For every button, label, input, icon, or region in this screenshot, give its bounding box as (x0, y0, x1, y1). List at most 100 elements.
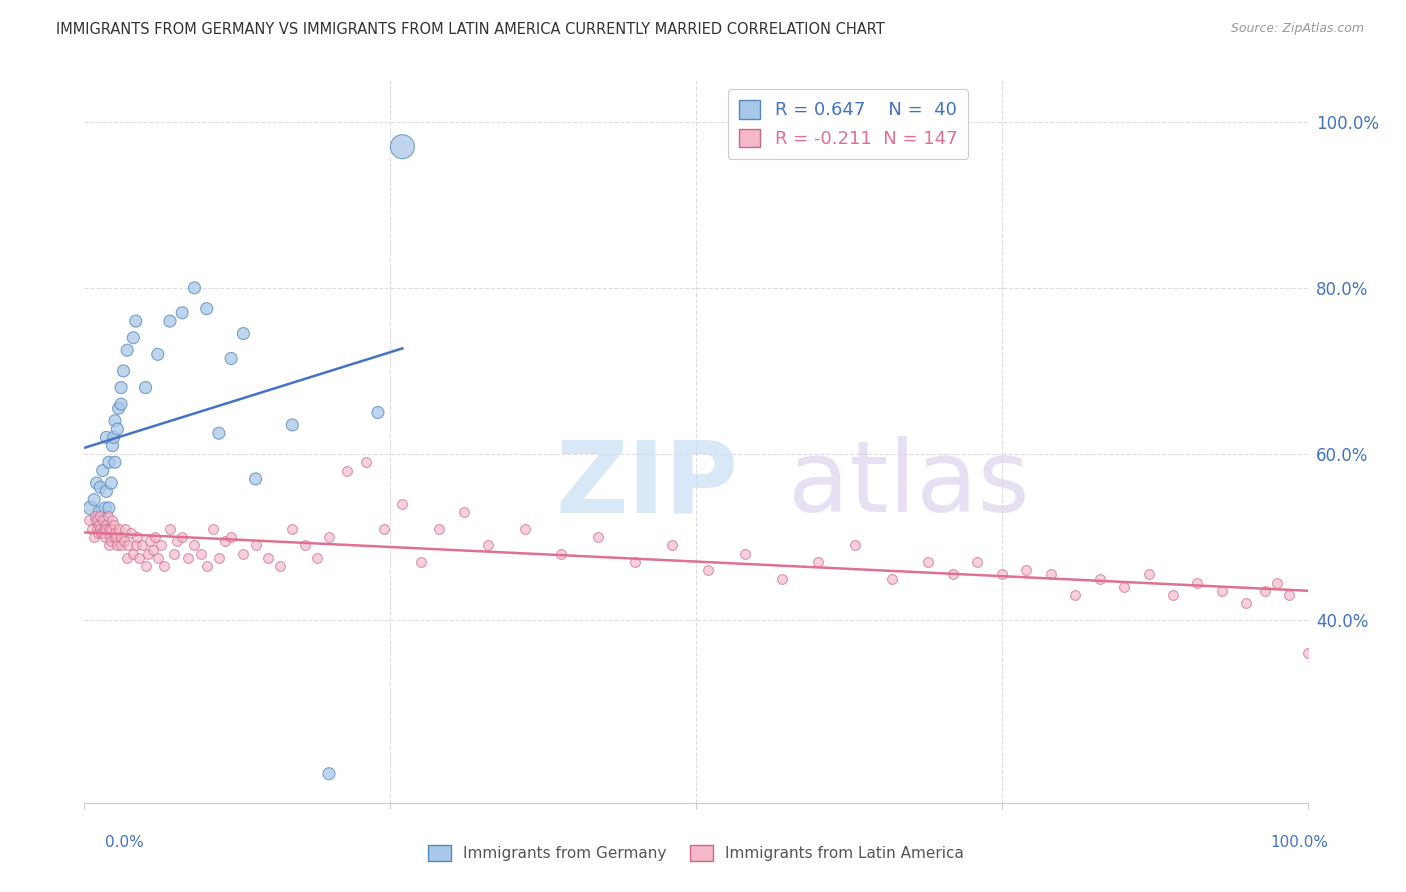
Point (183, 281, 205, 295)
Point (183, 538, 205, 552)
Point (131, 538, 153, 552)
Point (86, 513, 108, 527)
Point (83, 492, 105, 507)
Point (103, 430, 125, 444)
Point (91, 464, 114, 478)
Point (624, 555, 647, 569)
Point (100, 476, 122, 491)
Point (1064, 588, 1087, 602)
Point (391, 139, 413, 153)
Point (409, 555, 432, 569)
Text: 100.0%: 100.0% (1271, 836, 1329, 850)
Point (89, 522, 111, 536)
Point (477, 538, 499, 552)
Point (110, 538, 132, 552)
Point (172, 306, 194, 320)
Point (87, 517, 110, 532)
Point (1236, 597, 1258, 611)
Point (219, 351, 242, 366)
Point (195, 559, 218, 574)
Point (77, 513, 100, 527)
Point (122, 547, 145, 561)
Point (245, 538, 267, 552)
Point (880, 572, 903, 586)
Point (942, 567, 965, 582)
Point (1161, 588, 1184, 602)
Point (354, 455, 377, 469)
Point (94, 500, 117, 515)
Point (214, 534, 236, 549)
Text: Source: ZipAtlas.com: Source: ZipAtlas.com (1230, 22, 1364, 36)
Point (550, 547, 572, 561)
Point (96, 517, 118, 532)
Point (966, 555, 988, 569)
Point (101, 439, 124, 453)
Point (1187, 575, 1209, 590)
Point (150, 538, 173, 552)
Point (245, 472, 267, 486)
Point (159, 314, 181, 328)
Point (135, 380, 157, 394)
Point (367, 405, 389, 419)
Point (305, 550, 328, 565)
Point (136, 547, 159, 561)
Point (112, 364, 135, 378)
Text: IMMIGRANTS FROM GERMANY VS IMMIGRANTS FROM LATIN AMERICA CURRENTLY MARRIED CORRE: IMMIGRANTS FROM GERMANY VS IMMIGRANTS FR… (56, 22, 884, 37)
Point (807, 555, 830, 569)
Point (103, 530, 125, 544)
Point (1088, 572, 1111, 586)
Point (143, 530, 166, 544)
Point (125, 530, 148, 544)
Point (513, 522, 536, 536)
Point (146, 347, 169, 361)
Point (201, 522, 224, 536)
Point (91, 513, 114, 527)
Point (97, 538, 120, 552)
Point (1114, 580, 1136, 594)
Point (1265, 575, 1288, 590)
Point (96, 430, 118, 444)
Point (103, 517, 125, 532)
Point (166, 534, 188, 549)
Point (697, 563, 720, 577)
Point (110, 530, 132, 544)
Point (98, 530, 121, 544)
Point (219, 530, 242, 544)
Point (84, 509, 107, 524)
Point (87, 505, 110, 519)
Point (163, 547, 186, 561)
Point (318, 766, 340, 780)
Point (97, 509, 120, 524)
Point (159, 522, 181, 536)
Point (107, 522, 129, 536)
Point (125, 538, 148, 552)
Point (770, 572, 793, 586)
Point (89, 480, 111, 494)
Point (177, 550, 200, 565)
Point (318, 530, 340, 544)
Point (153, 559, 176, 574)
Point (1137, 567, 1160, 582)
Point (232, 547, 254, 561)
Point (93, 522, 115, 536)
Point (391, 497, 413, 511)
Point (142, 542, 165, 557)
Point (117, 538, 139, 552)
Point (86, 522, 108, 536)
Point (844, 538, 866, 552)
Point (80, 522, 103, 536)
Point (373, 522, 395, 536)
Point (94, 530, 117, 544)
Point (1211, 584, 1233, 599)
Point (661, 538, 683, 552)
Point (104, 414, 127, 428)
Point (107, 401, 129, 416)
Point (97, 522, 120, 536)
Point (1015, 563, 1038, 577)
Point (105, 422, 128, 436)
Point (269, 559, 291, 574)
Text: 0.0%: 0.0% (105, 836, 145, 850)
Point (195, 301, 218, 316)
Point (105, 538, 128, 552)
Point (91, 525, 114, 540)
